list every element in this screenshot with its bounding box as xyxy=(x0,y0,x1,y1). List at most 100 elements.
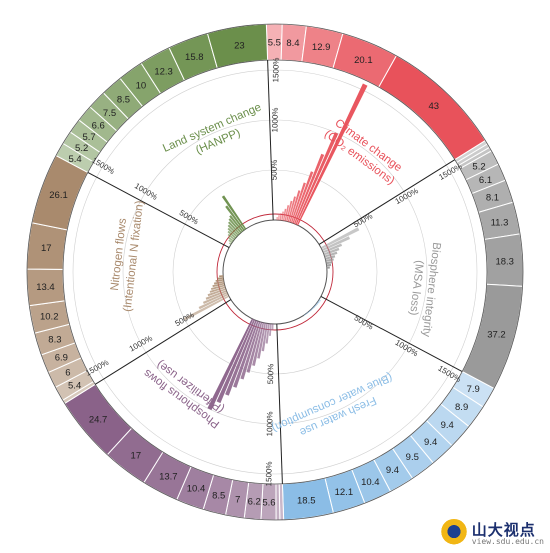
ring-value-label: 5.7 xyxy=(82,132,95,143)
bar xyxy=(292,171,314,224)
bar xyxy=(307,311,309,314)
ring-value-label: 10 xyxy=(136,81,147,92)
scale-label: 500% xyxy=(178,208,200,226)
bar xyxy=(296,83,368,226)
bar xyxy=(303,314,306,316)
bar xyxy=(326,261,333,265)
scale-label: 1000% xyxy=(270,107,279,132)
bar xyxy=(240,321,261,380)
ring-value-label: 5.2 xyxy=(472,161,485,172)
scale-label: 1500% xyxy=(436,364,462,385)
bar xyxy=(246,322,263,373)
ring-outer-edge xyxy=(26,23,524,521)
bar xyxy=(320,227,360,249)
ring-value-label: 17 xyxy=(41,243,52,254)
scale-label: 1500% xyxy=(84,358,110,378)
scale-label: 500% xyxy=(352,211,374,229)
sector-title-group: Nitrogen flows(Intentional N fixation) xyxy=(109,200,146,313)
ring-value-label: 18.5 xyxy=(297,495,316,506)
ring-value-label: 7.9 xyxy=(467,384,480,395)
boundary-circle xyxy=(216,213,334,331)
bar xyxy=(295,132,339,225)
bar xyxy=(227,230,237,239)
bar xyxy=(202,291,228,304)
bar xyxy=(225,320,257,396)
ring-value-label: 37.2 xyxy=(487,330,506,341)
bar xyxy=(311,307,314,310)
watermark-name: 山大视点 xyxy=(471,521,536,539)
bar xyxy=(221,195,247,230)
bar xyxy=(325,258,334,262)
ring-value-label: 5.2 xyxy=(75,143,88,154)
bar xyxy=(276,217,278,221)
bar xyxy=(286,200,293,222)
bar xyxy=(281,211,284,221)
sector-divider xyxy=(320,295,463,372)
gridlines xyxy=(26,23,524,521)
scale-label: 500% xyxy=(353,313,375,331)
bar xyxy=(209,286,226,293)
bar xyxy=(326,266,330,269)
scale-label: 1500% xyxy=(271,57,280,82)
ring-value-label: 18.3 xyxy=(495,256,514,267)
sector-title-group: Fresh water use(Blue water consumption) xyxy=(270,371,394,438)
ring-value-label: 8.3 xyxy=(48,334,61,345)
outer-ring xyxy=(26,23,524,521)
sector-title-group: Land system change(HANPP) xyxy=(161,101,263,156)
ring-value-label: 8.9 xyxy=(455,402,468,413)
scale-label: 500% xyxy=(266,364,275,385)
bar xyxy=(265,323,270,344)
bar xyxy=(227,227,238,238)
bar xyxy=(323,247,340,256)
gridline-1500 xyxy=(72,69,478,475)
sector-divider xyxy=(87,172,230,249)
ring-value-label: 12.3 xyxy=(154,66,173,77)
bar xyxy=(314,304,317,307)
bar xyxy=(305,313,308,315)
ring-value-label: 23 xyxy=(234,40,245,51)
bar xyxy=(289,190,301,223)
bar xyxy=(252,322,265,366)
ring-value-label: 20.1 xyxy=(354,55,373,66)
sector-divider xyxy=(267,60,274,221)
bar xyxy=(261,323,268,352)
sector-subtitle: (Intentional N fixation) xyxy=(122,200,146,313)
ring-value-label: 8.1 xyxy=(486,193,499,204)
sector-title-group: Biosphere integrity(MSA loss) xyxy=(407,242,443,338)
bar xyxy=(229,215,244,232)
bar xyxy=(287,196,296,222)
scale-label: 500% xyxy=(270,160,279,181)
bar xyxy=(228,239,233,244)
sector-divider xyxy=(94,299,232,385)
bar xyxy=(207,318,254,411)
bar xyxy=(198,293,229,310)
bar xyxy=(233,320,259,388)
ring-value-label: 8.5 xyxy=(117,94,130,105)
gridline-1000 xyxy=(122,119,428,425)
watermark: 山大视点 view.sdu.edu.cn xyxy=(438,519,544,549)
bar xyxy=(321,236,351,252)
bar xyxy=(271,323,274,330)
bar xyxy=(215,279,224,282)
ring-value-label: 10.4 xyxy=(361,477,380,488)
ring-value-label: 13.4 xyxy=(36,282,55,293)
ring-value-label: 5.5 xyxy=(268,38,281,49)
ring-value-label: 43 xyxy=(428,101,439,112)
scale-label: 1000% xyxy=(265,411,274,436)
sector-title: Biosphere integrity xyxy=(420,242,443,338)
bar xyxy=(308,310,311,313)
bar xyxy=(183,295,230,321)
bar xyxy=(229,242,232,245)
bar xyxy=(279,213,282,221)
sector-divider xyxy=(276,323,283,484)
scale-label: 1500% xyxy=(90,156,116,177)
ring-value-label: 9.5 xyxy=(406,452,419,463)
scale-label: 1500% xyxy=(437,162,463,182)
bar xyxy=(227,224,239,236)
ring-value-label: 12.1 xyxy=(335,487,354,498)
ring-value-label: 8.5 xyxy=(212,490,225,501)
bar xyxy=(326,263,332,267)
bar xyxy=(212,282,225,288)
bar xyxy=(313,305,316,309)
